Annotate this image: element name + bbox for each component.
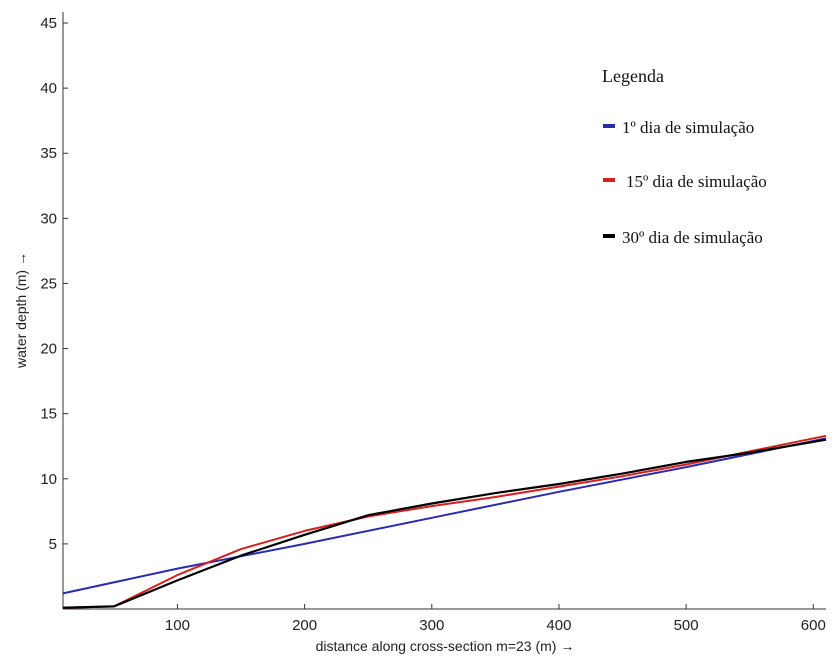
- legend-label-2: 15º dia de simulação: [626, 172, 767, 191]
- y-tick-label: 15: [40, 406, 57, 423]
- x-tick-label: 600: [801, 617, 826, 634]
- x-tick-label: 400: [546, 617, 571, 634]
- legend-label-3: 30º dia de simulação: [622, 228, 763, 247]
- axis-ticks: 5 10 15 20 25 30 35 40 45 100 200 300 400 500 600: [40, 15, 825, 634]
- y-axis-label: water depth (m) →: [13, 252, 29, 369]
- series-line-2: [62, 434, 827, 609]
- y-tick-label: 25: [40, 275, 57, 292]
- x-axis-label: distance along cross-section m=23 (m) →: [316, 638, 575, 654]
- y-tick-label: 5: [49, 536, 57, 553]
- x-tick-label: 300: [419, 617, 444, 634]
- y-tick-label: 20: [40, 341, 57, 358]
- y-tick-label: 40: [40, 80, 57, 97]
- x-tick-label: 500: [674, 617, 699, 634]
- y-tick-label: 30: [40, 210, 57, 227]
- y-tick-label: 10: [40, 471, 57, 488]
- data-lines: [62, 434, 827, 609]
- x-tick-label: 100: [165, 617, 190, 634]
- legend-title: Legenda: [602, 66, 664, 86]
- y-tick-label: 45: [40, 15, 57, 32]
- series-line-1: [62, 437, 827, 595]
- y-tick-label: 35: [40, 145, 57, 162]
- x-tick-label: 200: [292, 617, 317, 634]
- legend-label-1: 1º dia de simulação: [622, 118, 754, 137]
- series-line-3: [62, 438, 827, 609]
- legend: Legenda 1º dia de simulação 15º dia de s…: [602, 66, 767, 247]
